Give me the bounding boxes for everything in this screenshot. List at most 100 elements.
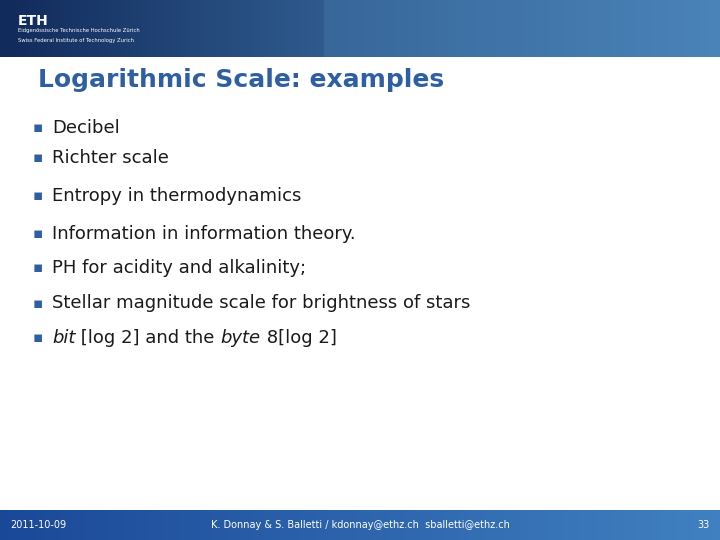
Bar bbox=[94, 510, 96, 540]
Bar bbox=[713, 510, 715, 540]
Bar bbox=[477, 510, 480, 540]
Bar bbox=[696, 0, 698, 57]
Bar bbox=[202, 510, 204, 540]
Bar bbox=[266, 510, 269, 540]
Bar bbox=[225, 0, 228, 57]
Bar bbox=[595, 0, 598, 57]
Bar bbox=[588, 510, 590, 540]
Bar bbox=[569, 0, 571, 57]
Bar bbox=[523, 510, 526, 540]
Bar bbox=[77, 510, 79, 540]
Bar bbox=[463, 510, 466, 540]
Bar bbox=[79, 0, 81, 57]
Text: K. Donnay & S. Balletti / kdonnay@ethz.ch  sballetti@ethz.ch: K. Donnay & S. Balletti / kdonnay@ethz.c… bbox=[210, 520, 510, 530]
Bar bbox=[223, 0, 225, 57]
Bar bbox=[259, 510, 261, 540]
Bar bbox=[650, 0, 653, 57]
Bar bbox=[492, 510, 495, 540]
Bar bbox=[504, 0, 506, 57]
Bar bbox=[626, 510, 629, 540]
Bar bbox=[698, 510, 701, 540]
Bar bbox=[369, 0, 372, 57]
Bar bbox=[706, 510, 708, 540]
Bar bbox=[204, 0, 207, 57]
Bar bbox=[305, 0, 307, 57]
Bar bbox=[631, 0, 634, 57]
Text: Decibel: Decibel bbox=[52, 119, 120, 137]
Bar bbox=[562, 0, 564, 57]
Bar bbox=[531, 0, 533, 57]
Bar bbox=[336, 0, 338, 57]
Bar bbox=[266, 0, 269, 57]
Text: Swiss Federal Institute of Technology Zurich: Swiss Federal Institute of Technology Zu… bbox=[18, 38, 134, 43]
Bar bbox=[401, 510, 403, 540]
Bar bbox=[9, 0, 12, 57]
Bar bbox=[60, 510, 63, 540]
Bar bbox=[264, 510, 266, 540]
Bar bbox=[72, 0, 74, 57]
Bar bbox=[171, 510, 173, 540]
Text: ETH: ETH bbox=[18, 14, 49, 28]
Bar bbox=[238, 0, 240, 57]
Bar bbox=[372, 510, 374, 540]
Bar bbox=[715, 0, 718, 57]
Bar bbox=[348, 510, 351, 540]
Bar bbox=[2, 0, 5, 57]
Bar bbox=[391, 0, 394, 57]
Bar bbox=[149, 510, 151, 540]
Bar bbox=[480, 0, 482, 57]
Bar bbox=[711, 0, 713, 57]
Bar bbox=[2, 510, 5, 540]
Bar bbox=[360, 0, 362, 57]
Bar bbox=[590, 0, 593, 57]
Bar bbox=[310, 0, 312, 57]
Bar bbox=[463, 0, 466, 57]
Bar bbox=[432, 0, 434, 57]
Bar bbox=[504, 510, 506, 540]
Text: ▪: ▪ bbox=[33, 260, 43, 275]
Bar bbox=[396, 0, 398, 57]
Bar bbox=[511, 0, 513, 57]
Bar bbox=[223, 510, 225, 540]
Bar bbox=[605, 510, 607, 540]
Bar bbox=[711, 510, 713, 540]
Bar bbox=[84, 510, 86, 540]
Bar bbox=[672, 0, 675, 57]
Bar bbox=[310, 510, 312, 540]
Bar bbox=[5, 0, 7, 57]
Bar bbox=[99, 0, 101, 57]
Text: ▪: ▪ bbox=[33, 295, 43, 310]
Bar bbox=[502, 0, 504, 57]
Bar bbox=[706, 0, 708, 57]
Bar bbox=[559, 510, 562, 540]
Bar bbox=[459, 510, 461, 540]
Bar bbox=[286, 510, 288, 540]
Bar bbox=[86, 0, 89, 57]
Bar bbox=[218, 0, 221, 57]
Bar bbox=[312, 0, 315, 57]
Bar bbox=[583, 0, 585, 57]
Bar bbox=[410, 0, 413, 57]
Bar bbox=[506, 510, 509, 540]
Bar bbox=[261, 510, 264, 540]
Bar bbox=[643, 0, 646, 57]
Bar bbox=[101, 0, 103, 57]
Bar bbox=[315, 0, 317, 57]
Bar bbox=[420, 510, 423, 540]
Bar bbox=[161, 510, 163, 540]
Bar bbox=[415, 0, 418, 57]
Bar bbox=[290, 0, 293, 57]
Bar bbox=[693, 510, 696, 540]
Bar bbox=[567, 510, 569, 540]
Bar bbox=[161, 0, 163, 57]
Bar bbox=[362, 510, 365, 540]
Bar bbox=[636, 510, 639, 540]
Bar bbox=[526, 510, 528, 540]
Bar bbox=[207, 510, 209, 540]
Bar bbox=[53, 510, 55, 540]
Bar bbox=[31, 0, 34, 57]
Bar bbox=[108, 510, 110, 540]
Bar bbox=[513, 510, 516, 540]
Bar bbox=[81, 0, 84, 57]
Bar bbox=[89, 510, 91, 540]
